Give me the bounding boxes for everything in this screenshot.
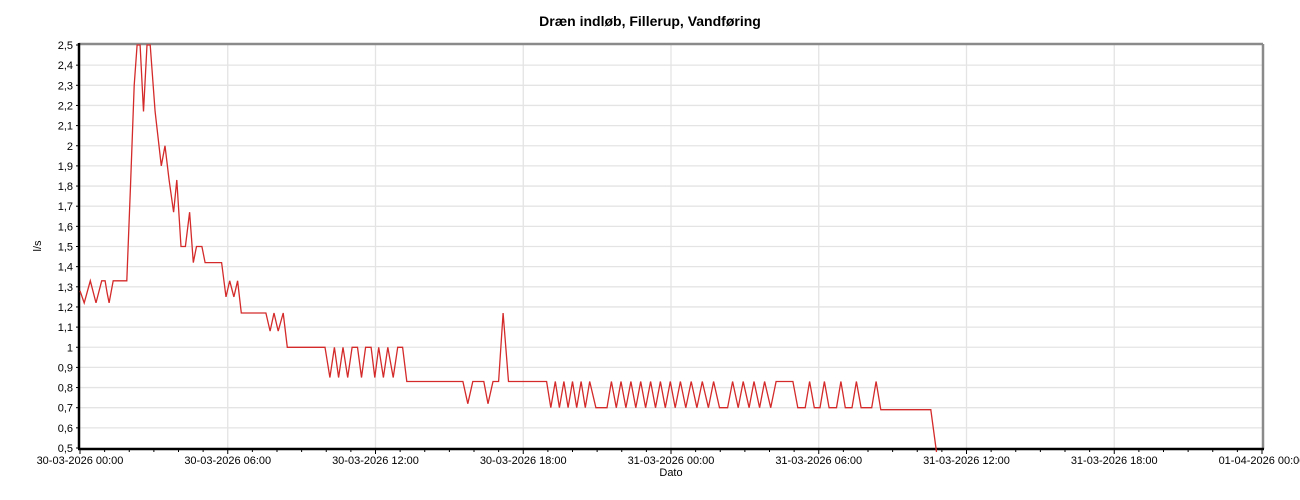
x-tick-label: 30-03-2026 12:00	[332, 455, 419, 467]
x-tick-label: 30-03-2026 06:00	[184, 455, 271, 467]
y-tick-label: 1,8	[58, 181, 73, 193]
x-tick-label: 31-03-2026 18:00	[1071, 455, 1158, 467]
y-tick-label: 2,5	[58, 40, 73, 52]
x-tick-label: 31-03-2026 06:00	[775, 455, 862, 467]
y-tick-label: 1,2	[58, 302, 73, 314]
x-tick-label: 31-03-2026 00:00	[628, 455, 715, 467]
y-tick-label: 2	[67, 141, 73, 153]
flow-series-line	[79, 44, 938, 453]
y-tick-label: 1,9	[58, 161, 73, 173]
x-tick-label: 30-03-2026 00:00	[37, 455, 124, 467]
y-tick-label: 2,4	[58, 60, 73, 72]
y-tick-label: 1,1	[58, 322, 73, 334]
x-tick-label: 31-03-2026 12:00	[923, 455, 1010, 467]
x-tick-label: 30-03-2026 18:00	[480, 455, 567, 467]
y-tick-label: 2,2	[58, 100, 73, 112]
chart-title: Dræn indløb, Fillerup, Vandføring	[539, 13, 761, 29]
y-tick-label: 0,7	[58, 403, 73, 415]
y-tick-label: 2,1	[58, 121, 73, 133]
y-tick-label: 1,6	[58, 221, 73, 233]
y-tick-label: 2,3	[58, 80, 73, 92]
y-tick-label: 0,5	[58, 443, 73, 455]
y-tick-label: 1,4	[58, 262, 73, 274]
y-tick-label: 0,6	[58, 423, 73, 435]
y-tick-label: 1,5	[58, 242, 73, 254]
x-axis-label: Dato	[659, 467, 683, 479]
x-tick-label: 01-04-2026 00:00	[1219, 455, 1300, 467]
y-tick-label: 0,9	[58, 362, 73, 374]
y-tick-label: 1,7	[58, 201, 73, 213]
y-tick-label: 0,8	[58, 383, 73, 395]
y-tick-label: 1	[67, 342, 73, 354]
y-tick-label: 1,3	[58, 282, 73, 294]
